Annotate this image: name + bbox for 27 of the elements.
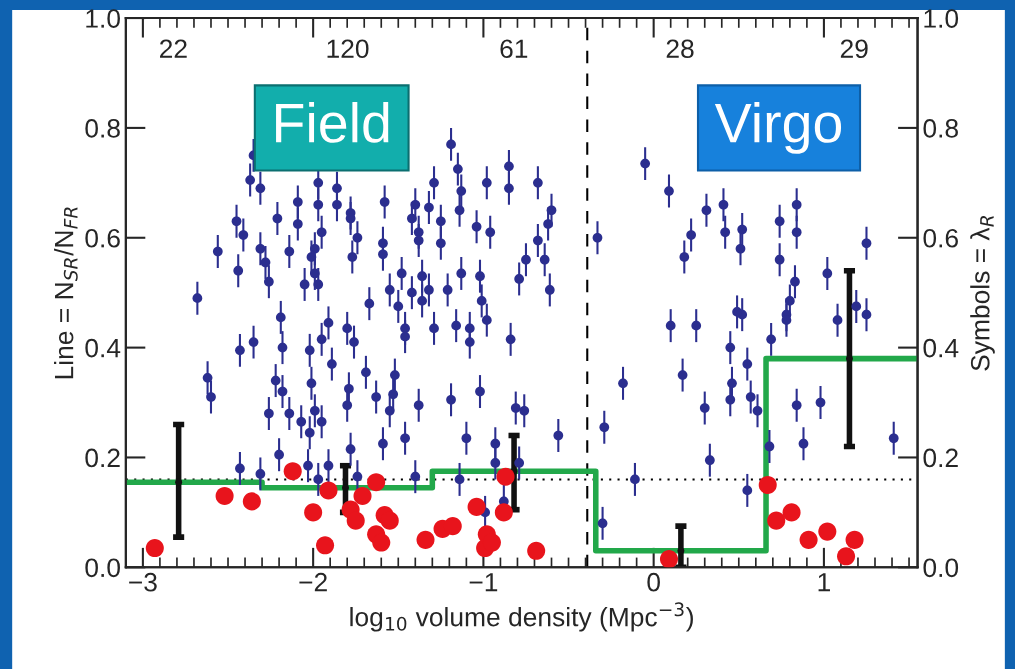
y2-tick-label: 0.8 [923, 119, 958, 138]
y-tick-label: 1.0 [86, 9, 120, 28]
y-tick-label: 0.0 [85, 558, 120, 578]
y-tick-label: 0.6 [85, 228, 120, 248]
x-tick-label: 1 [818, 573, 830, 592]
annotation: 29 [840, 39, 868, 59]
annotation: Field [276, 102, 389, 143]
y2-tick-label: 0.4 [923, 338, 959, 358]
annotation: 120 [327, 39, 369, 59]
x-tick-label: −3 [129, 572, 157, 592]
y2-tick-label: 0.0 [923, 558, 959, 578]
y2-tick-label: 0.2 [923, 448, 958, 468]
x-tick-label: −2 [299, 572, 327, 592]
y-tick-label: 0.8 [85, 119, 120, 138]
y-tick-label: 0.4 [85, 338, 121, 358]
y2-tick-label: 0.6 [923, 228, 958, 248]
y2-axis-title: Symbols = λ$_{R}$ [970, 216, 995, 371]
x-tick-label: −1 [469, 573, 498, 592]
annotation: 28 [666, 39, 694, 59]
annotation: 61 [500, 39, 528, 59]
annotation: 22 [160, 39, 187, 58]
annotation: Virgo [714, 102, 842, 154]
y-tick-label: 0.2 [85, 448, 120, 468]
x-tick-label: 0 [647, 572, 660, 592]
y2-tick-label: 1.0 [924, 9, 959, 28]
x-axis-title: log$_{10}$ volume density (Mpc$^{−3}$) [350, 602, 693, 632]
y-axis-title: Line = N$_{SR}$/N$_{FR}$ [54, 207, 78, 379]
